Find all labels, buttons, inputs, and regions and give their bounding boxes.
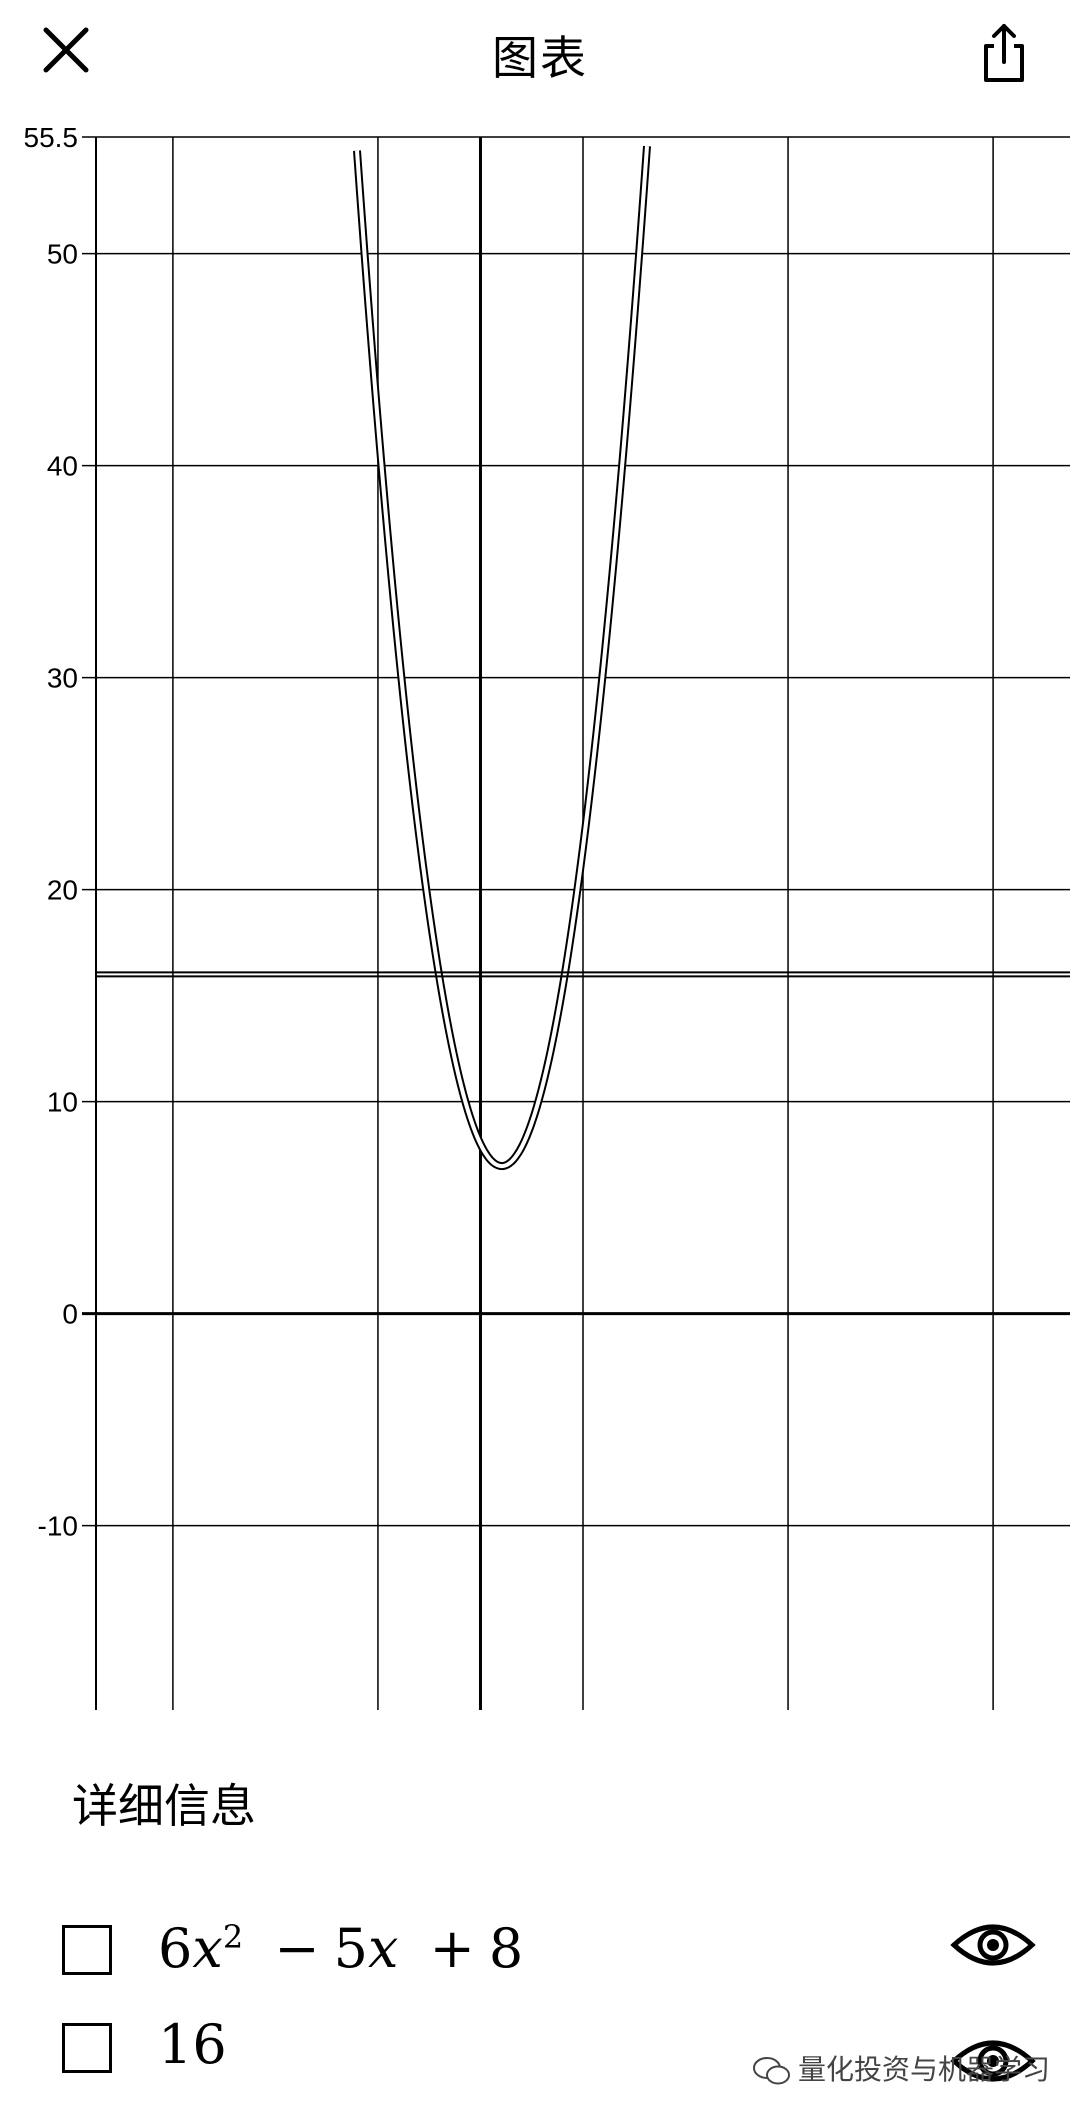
- expression-row-1: 6x2 −5x +8: [0, 1895, 1080, 2005]
- expr2-constant: 16: [158, 2013, 227, 2076]
- details-heading: 详细信息: [72, 1779, 256, 1833]
- watermark-text: 量化投资与机器学习: [797, 2053, 1050, 2086]
- expression-2-formula[interactable]: 16: [158, 2013, 227, 2076]
- expr1-minus: −: [274, 1917, 320, 1980]
- expr1-coefficient: 6: [158, 1917, 193, 1980]
- watermark: 量化投资与机器学习: [752, 2048, 1050, 2088]
- expression-2-checkbox[interactable]: [62, 2023, 112, 2073]
- page-title: 图表: [492, 31, 588, 85]
- eye-icon: [950, 1924, 1036, 1966]
- series-curve-1-inner: [355, 145, 649, 1169]
- y-tick-label: 30: [47, 663, 78, 694]
- expr1-term2: 5: [333, 1917, 368, 1980]
- expression-2-visibility-toggle[interactable]: [948, 2031, 1038, 2091]
- expression-1-formula[interactable]: 6x2 −5x +8: [158, 1917, 523, 1980]
- y-tick-label: -10: [38, 1511, 78, 1542]
- wechat-icon: [752, 2057, 790, 2085]
- graph-area[interactable]: 55.5 50 40 30 20 10 0 -10: [0, 110, 1080, 1750]
- header: 图表: [0, 0, 1080, 110]
- function-graph[interactable]: 55.5 50 40 30 20 10 0 -10: [0, 110, 1080, 1750]
- y-tick-label: 0: [62, 1299, 78, 1330]
- expression-1-checkbox[interactable]: [62, 1925, 112, 1975]
- y-tick-label: 10: [47, 1087, 78, 1118]
- y-tick-label: 55.5: [24, 122, 79, 153]
- close-icon: [43, 27, 89, 73]
- share-button[interactable]: [974, 18, 1034, 88]
- y-tick-label: 50: [47, 239, 78, 270]
- expr1-term3: 8: [488, 1917, 524, 1980]
- eye-icon: [950, 2040, 1036, 2082]
- y-tick-label: 40: [47, 451, 78, 482]
- expression-row-2: 16: [0, 1995, 1080, 2105]
- close-button[interactable]: [36, 20, 96, 80]
- expr1-variable: x: [192, 1917, 223, 1980]
- expr1-exponent: 2: [222, 1918, 244, 1956]
- share-icon: [984, 24, 1024, 82]
- expr1-plus: +: [429, 1917, 475, 1980]
- expression-1-visibility-toggle[interactable]: [948, 1915, 1038, 1975]
- y-tick-label: 20: [47, 875, 78, 906]
- expr1-variable2: x: [367, 1917, 399, 1980]
